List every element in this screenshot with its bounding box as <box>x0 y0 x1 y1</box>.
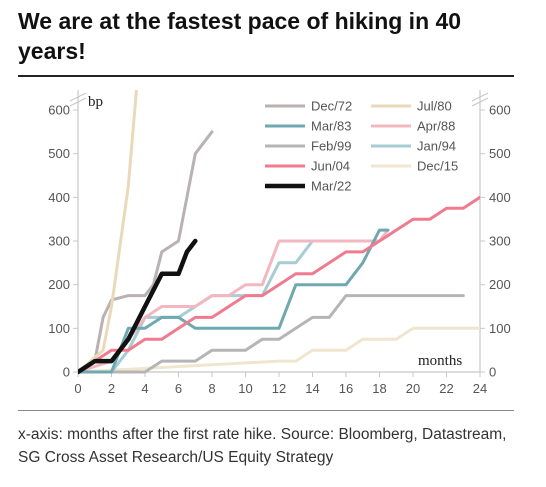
series-line-mar-22 <box>78 238 198 375</box>
legend-item-apr-88: Apr/88 <box>371 119 455 134</box>
x-axis-label: months <box>418 353 462 369</box>
x-tick-label: 18 <box>372 381 386 396</box>
series-line-jun-04 <box>78 195 480 374</box>
legend-item-jun-04: Jun/04 <box>265 159 350 174</box>
x-tick-label: 14 <box>305 381 319 396</box>
legend-item-feb-99: Feb/99 <box>265 139 351 154</box>
x-tick-label: 24 <box>473 381 487 396</box>
x-tick-label: 10 <box>238 381 252 396</box>
y-tick-label-right: 300 <box>489 234 511 249</box>
y-tick-label-left: 500 <box>48 146 70 161</box>
y-tick-label-left: 400 <box>48 190 70 205</box>
x-tick-label: 22 <box>439 381 453 396</box>
legend-item-dec-15: Dec/15 <box>371 159 458 174</box>
y-axis-label: bp <box>88 94 103 110</box>
legend-item-jan-94: Jan/94 <box>371 139 456 154</box>
y-tick-label-right: 100 <box>489 321 511 336</box>
x-tick-label: 12 <box>272 381 286 396</box>
series-layer <box>78 90 480 375</box>
y-tick-label-right: 200 <box>489 277 511 292</box>
legend-label: Jun/04 <box>311 159 350 174</box>
x-tick-label: 16 <box>339 381 353 396</box>
y-tick-label-left: 100 <box>48 321 70 336</box>
title-rule <box>18 75 514 77</box>
y-tick-label-right: 400 <box>489 190 511 205</box>
series-line-dec-72 <box>78 130 214 374</box>
x-tick-label: 0 <box>74 381 81 396</box>
legend-label: Jan/94 <box>417 139 456 154</box>
legend-label: Jul/80 <box>417 99 452 114</box>
x-tick-label: 20 <box>406 381 420 396</box>
x-tick-label: 4 <box>141 381 148 396</box>
legend-item-mar-83: Mar/83 <box>265 119 351 134</box>
legend-label: Dec/15 <box>417 159 458 174</box>
x-tick-label: 6 <box>175 381 182 396</box>
left-axis-break <box>69 92 87 107</box>
footnote: x-axis: months after the first rate hike… <box>18 426 507 466</box>
legend-label: Apr/88 <box>417 119 455 134</box>
y-tick-label-right: 600 <box>489 103 511 118</box>
legend-label: Mar/83 <box>311 119 351 134</box>
x-tick-label: 8 <box>208 381 215 396</box>
legend-label: Mar/22 <box>311 179 351 194</box>
y-tick-label-left: 300 <box>48 234 70 249</box>
series-line-dec-15 <box>78 326 480 374</box>
legend: Dec/72 Mar/83 Feb/99 Jun/04 Mar/22 Jul/80 Apr/… <box>265 99 458 194</box>
chart-title: We are at the fastest pace of hiking in … <box>18 8 462 64</box>
series-line-feb-99 <box>78 294 465 374</box>
y-tick-label-left: 600 <box>48 103 70 118</box>
legend-item-mar-22: Mar/22 <box>265 179 351 194</box>
legend-label: Dec/72 <box>311 99 352 114</box>
y-tick-label-right: 0 <box>489 365 496 380</box>
legend-item-jul-80: Jul/80 <box>371 99 452 114</box>
right-axis-break <box>471 92 489 107</box>
y-tick-label-right: 500 <box>489 146 511 161</box>
y-tick-label-left: 200 <box>48 277 70 292</box>
footnote-rule <box>18 410 514 411</box>
x-tick-label: 2 <box>108 381 115 396</box>
series-line-jul-80 <box>78 90 138 374</box>
y-tick-label-left: 0 <box>63 365 70 380</box>
legend-item-dec-72: Dec/72 <box>265 99 352 114</box>
legend-label: Feb/99 <box>311 139 351 154</box>
